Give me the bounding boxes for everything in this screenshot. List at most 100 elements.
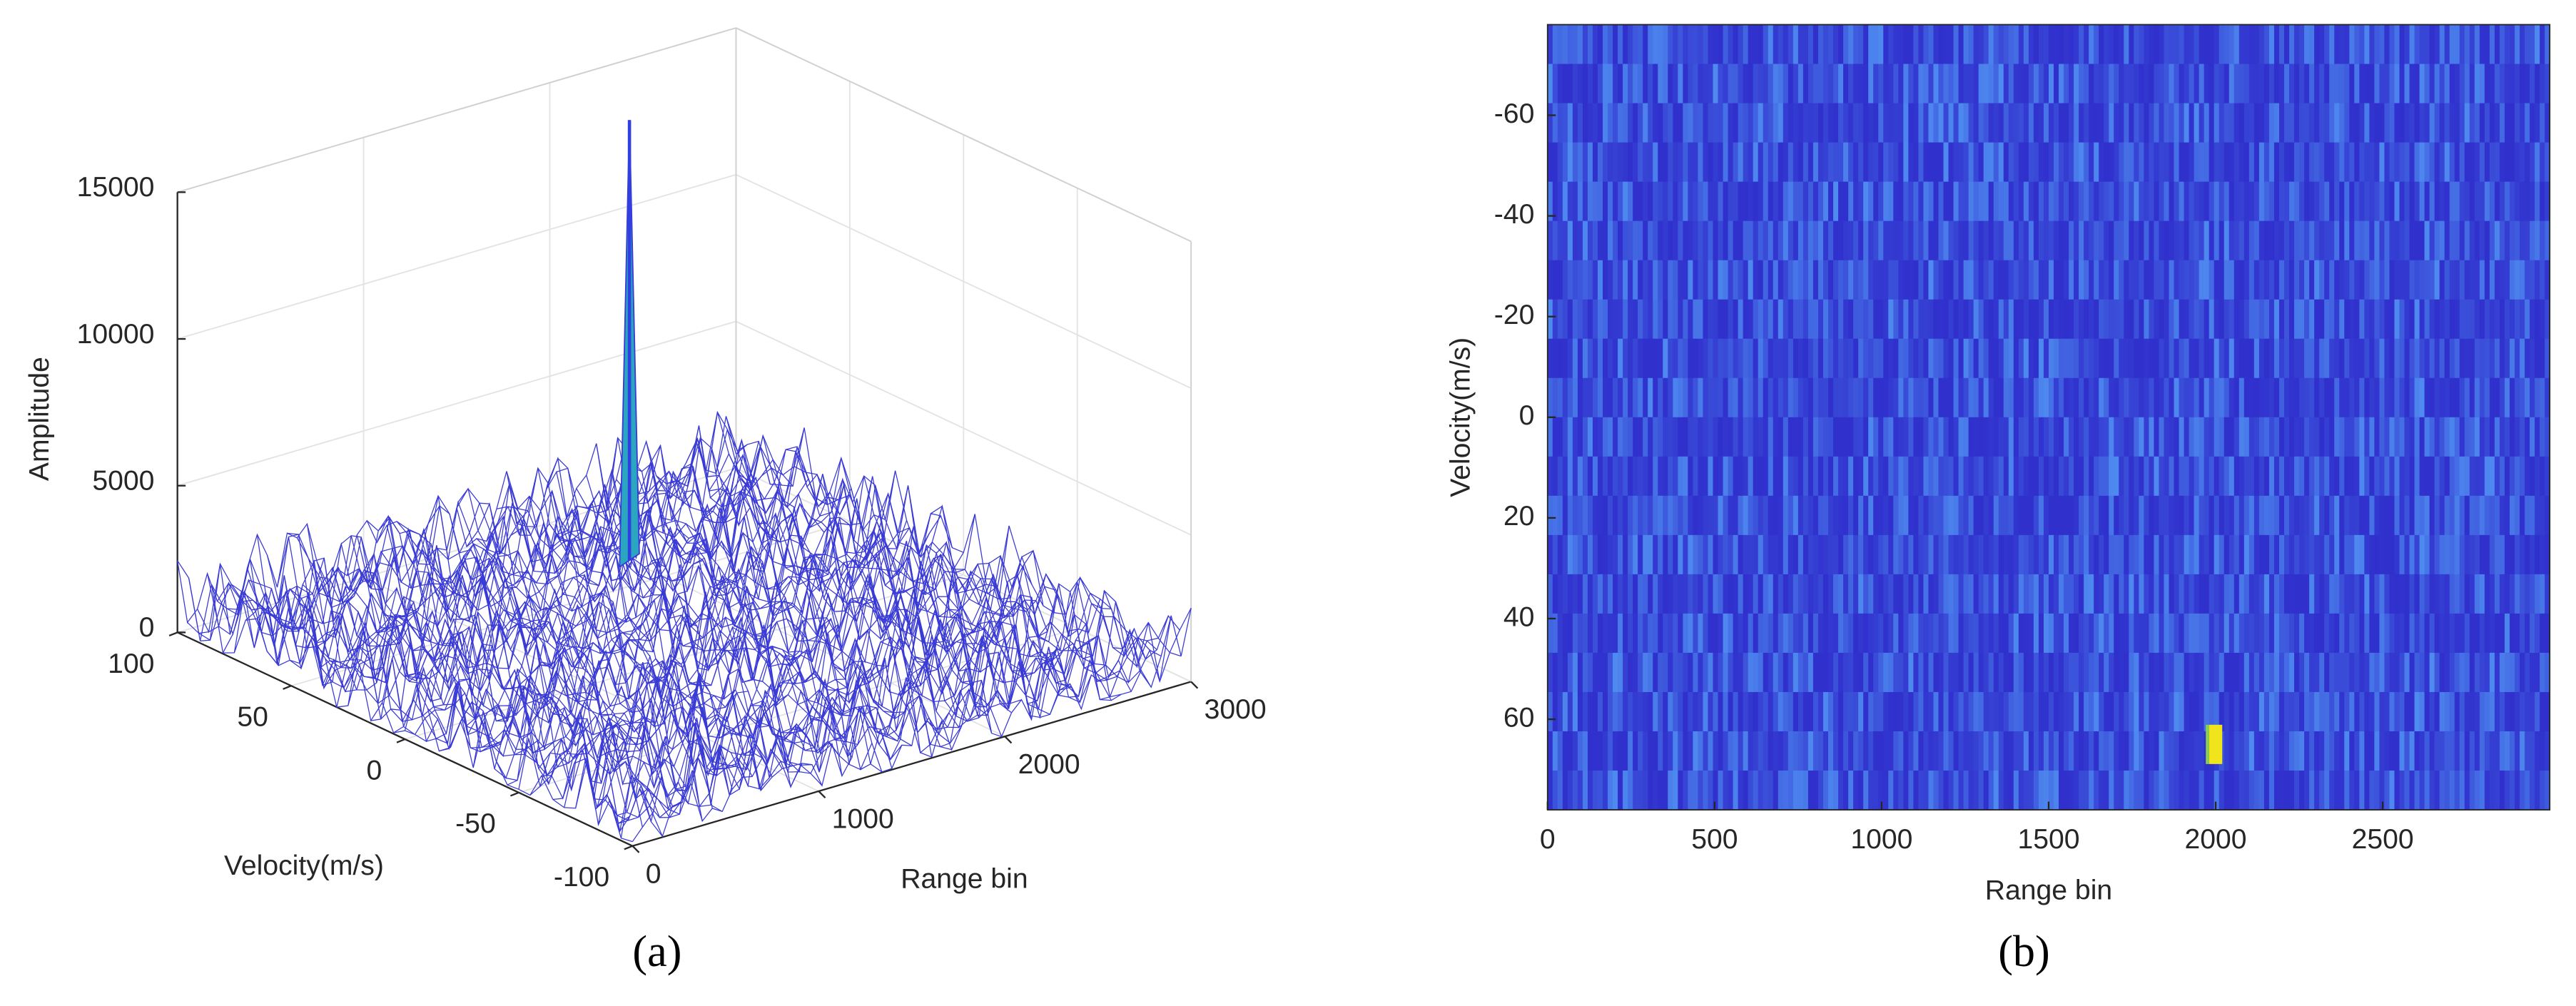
- heatmap-cell: [1713, 377, 1719, 418]
- heatmap-cell: [2199, 613, 2205, 654]
- heatmap-cell: [1562, 142, 1568, 183]
- heatmap-cell: [1888, 63, 1894, 104]
- heatmap-cell: [2434, 691, 2440, 732]
- heatmap-cell: [2094, 731, 2099, 771]
- heatmap-cell: [1983, 181, 1989, 222]
- heatmap-cell: [2349, 456, 2356, 497]
- heatmap-cell: [2314, 613, 2320, 654]
- heatmap-cell: [2474, 731, 2480, 771]
- heatmap-cell: [2474, 142, 2480, 183]
- heatmap-cell: [1587, 417, 1593, 457]
- heatmap-cell: [1833, 63, 1839, 104]
- heatmap-cell: [1983, 142, 1989, 183]
- heatmap-cell: [2124, 417, 2130, 457]
- heatmap-cell: [2444, 574, 2450, 614]
- heatmap-cell: [1633, 574, 1638, 614]
- heatmap-cell: [1562, 24, 1568, 65]
- tick-mark: [283, 685, 292, 690]
- heatmap-cell: [2489, 771, 2495, 811]
- heatmap-cell: [2324, 338, 2330, 379]
- heatmap-cell: [1903, 652, 1910, 693]
- heatmap-cell: [2248, 260, 2255, 300]
- heatmap-cell: [1822, 574, 1829, 614]
- heatmap-cell: [2354, 771, 2361, 811]
- heatmap-cell: [2099, 338, 2104, 379]
- heatmap-cell: [1618, 691, 1623, 732]
- heatmap-cell: [1703, 103, 1709, 143]
- heatmap-cell: [1878, 377, 1884, 418]
- heatmap-cell: [1953, 417, 1959, 457]
- mesh-line: [636, 466, 1092, 703]
- heatmap-cell: [2194, 495, 2200, 536]
- heatmap-cell: [2018, 495, 2024, 536]
- heatmap-cell: [2238, 534, 2245, 575]
- heatmap-cell: [1728, 181, 1734, 222]
- heatmap-cell: [1623, 691, 1628, 732]
- heatmap-cell: [2008, 652, 2014, 693]
- heatmap-cell: [2324, 534, 2330, 575]
- heatmap-cell: [2043, 495, 2049, 536]
- heatmap-cell: [2459, 731, 2465, 771]
- heatmap-cell: [2094, 142, 2099, 183]
- heatmap-cell: [2545, 456, 2550, 497]
- heatmap-cell: [2099, 63, 2104, 104]
- heatmap-cell: [2359, 731, 2365, 771]
- heatmap-cell: [2369, 495, 2375, 536]
- heatmap-cell: [2439, 731, 2445, 771]
- heatmap-cell: [1883, 338, 1889, 379]
- heatmap-cell: [1833, 771, 1839, 811]
- heatmap-cell: [1853, 377, 1859, 418]
- heatmap-cell: [2299, 417, 2305, 457]
- heatmap-cell: [1913, 181, 1920, 222]
- heatmap-cell: [2469, 495, 2475, 536]
- heatmap-cell: [1817, 181, 1824, 222]
- heatmap-cell: [1713, 652, 1719, 693]
- heatmap-cell: [1953, 338, 1959, 379]
- heatmap-cell: [1713, 495, 1719, 536]
- heatmap-cell: [2033, 260, 2039, 300]
- heatmap-cell: [1888, 24, 1894, 65]
- tick-mark: [818, 791, 826, 798]
- heatmap-cell: [2263, 417, 2270, 457]
- heatmap-cell: [2253, 299, 2260, 340]
- heatmap-cell: [1883, 456, 1889, 497]
- heatmap-cell: [1788, 24, 1794, 65]
- heatmap-cell: [2179, 181, 2185, 222]
- heatmap-cell: [1582, 103, 1588, 143]
- heatmap-cell: [2013, 338, 2019, 379]
- heatmap-cell: [2059, 181, 2064, 222]
- heatmap-cell: [2369, 691, 2375, 732]
- heatmap-cell: [1783, 691, 1789, 732]
- heatmap-cell: [2299, 181, 2305, 222]
- heatmap-cell: [2545, 181, 2550, 222]
- heatmap-cell: [1778, 771, 1784, 811]
- heatmap-cell: [2339, 142, 2345, 183]
- heatmap-cell: [1673, 613, 1679, 654]
- heatmap-cell: [1547, 377, 1553, 418]
- heatmap-cell: [2149, 771, 2155, 811]
- heatmap-cell: [2074, 103, 2079, 143]
- heatmap-cell: [1948, 260, 1954, 300]
- heatmap-cell: [2344, 417, 2350, 457]
- heatmap-cell: [2023, 377, 2029, 418]
- heatmap-cell: [2003, 377, 2009, 418]
- heatmap-cell: [2469, 63, 2475, 104]
- heatmap-cell: [2399, 731, 2405, 771]
- heatmap-cell: [1688, 456, 1694, 497]
- heatmap-cell: [1802, 338, 1809, 379]
- heatmap-cell: [1853, 652, 1859, 693]
- heatmap-cell: [2053, 181, 2059, 222]
- heatmap-cell: [2474, 103, 2480, 143]
- heatmap-cell: [1562, 338, 1568, 379]
- heatmap-cell: [2238, 652, 2245, 693]
- heatmap-cell: [2329, 771, 2335, 811]
- heatmap-cell: [1788, 377, 1794, 418]
- heatmap-cell: [2184, 731, 2190, 771]
- heatmap-cell: [1698, 103, 1704, 143]
- heatmap-cell: [2419, 338, 2425, 379]
- heatmap-cell: [1648, 731, 1653, 771]
- heatmap-cell: [2399, 456, 2405, 497]
- heatmap-cell: [2439, 103, 2445, 143]
- heatmap-cell: [2429, 771, 2435, 811]
- heatmap-cell: [1723, 417, 1729, 457]
